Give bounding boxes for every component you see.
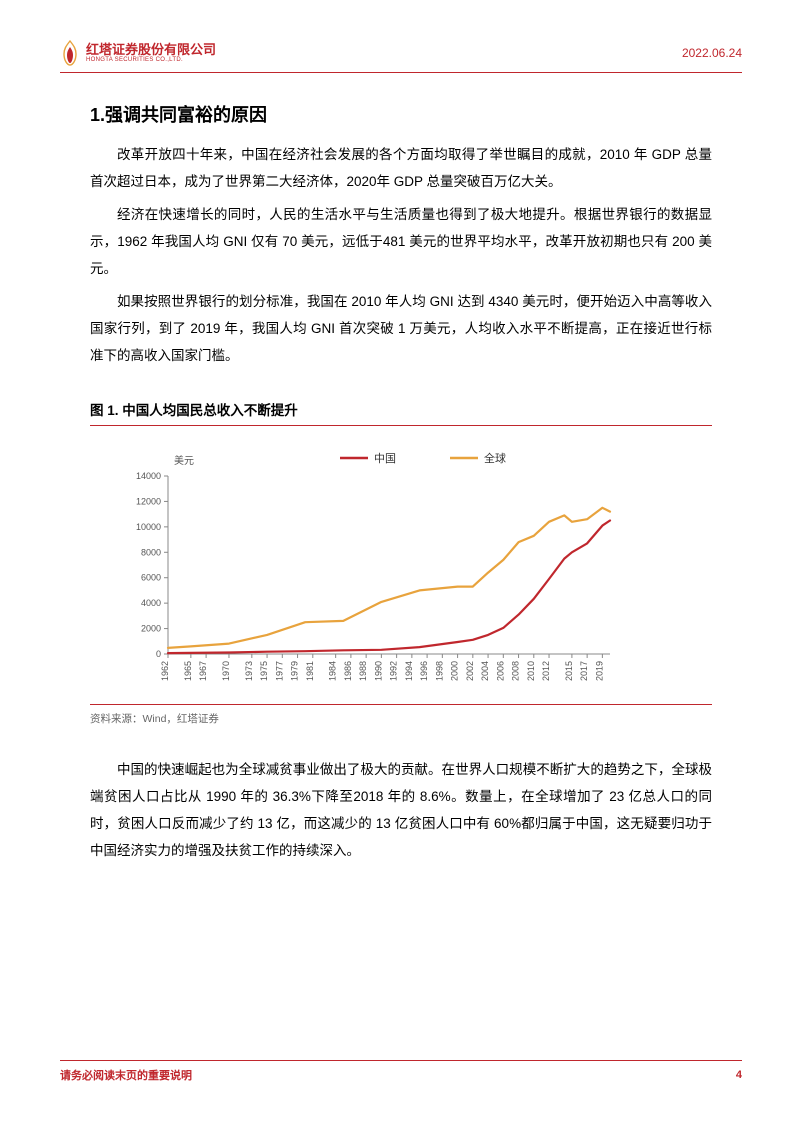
page-header: 红塔证券股份有限公司 HONGTA SECURITIES CO.,LTD. 20… — [60, 40, 742, 73]
svg-text:2004: 2004 — [480, 661, 490, 681]
svg-text:2002: 2002 — [465, 661, 475, 681]
page: 红塔证券股份有限公司 HONGTA SECURITIES CO.,LTD. 20… — [0, 0, 802, 1133]
svg-text:1998: 1998 — [434, 661, 444, 681]
paragraph-3: 如果按照世界银行的划分标准，我国在 2010 年人均 GNI 达到 4340 美… — [90, 288, 712, 369]
svg-text:1979: 1979 — [290, 661, 300, 681]
section-title: 1.强调共同富裕的原因 — [90, 101, 712, 127]
svg-text:1994: 1994 — [404, 661, 414, 681]
svg-text:1984: 1984 — [328, 661, 338, 681]
svg-text:12000: 12000 — [136, 496, 161, 506]
chart-wrap: 美元 0 2000 4000 6000 8000 10000 12000 14000 1962 19… — [90, 436, 712, 700]
svg-text:1996: 1996 — [419, 661, 429, 681]
svg-text:2010: 2010 — [526, 661, 536, 681]
svg-text:全球: 全球 — [484, 451, 506, 465]
figure-source: 资料来源：Wind，红塔证券 — [90, 704, 712, 726]
content-area: 1.强调共同富裕的原因 改革开放四十年来，中国在经济社会发展的各个方面均取得了举… — [60, 101, 742, 1060]
svg-text:10000: 10000 — [136, 522, 161, 532]
svg-text:1975: 1975 — [259, 661, 269, 681]
svg-text:1986: 1986 — [343, 661, 353, 681]
svg-text:1962: 1962 — [160, 661, 170, 681]
svg-text:2017: 2017 — [579, 661, 589, 681]
logo-text: 红塔证券股份有限公司 HONGTA SECURITIES CO.,LTD. — [86, 43, 216, 63]
svg-text:1973: 1973 — [244, 661, 254, 681]
company-name-cn: 红塔证券股份有限公司 — [86, 43, 216, 57]
svg-text:1970: 1970 — [221, 661, 231, 681]
svg-text:1977: 1977 — [274, 661, 284, 681]
svg-text:2015: 2015 — [564, 661, 574, 681]
svg-text:1981: 1981 — [305, 661, 315, 681]
page-number: 4 — [736, 1069, 742, 1081]
svg-text:2008: 2008 — [511, 661, 521, 681]
svg-text:4000: 4000 — [141, 598, 161, 608]
flame-icon — [60, 40, 80, 66]
svg-text:0: 0 — [156, 649, 161, 659]
svg-text:1988: 1988 — [358, 661, 368, 681]
svg-text:中国: 中国 — [374, 452, 396, 465]
svg-text:8000: 8000 — [141, 547, 161, 557]
svg-text:1965: 1965 — [183, 661, 193, 681]
svg-text:2012: 2012 — [541, 661, 551, 681]
svg-text:6000: 6000 — [141, 573, 161, 583]
figure-1: 图 1. 中国人均国民总收入不断提升 美元 0 2000 4000 6000 8000 10… — [90, 399, 712, 726]
figure-title: 图 1. 中国人均国民总收入不断提升 — [90, 399, 712, 426]
svg-text:2006: 2006 — [495, 661, 505, 681]
report-date: 2022.06.24 — [682, 46, 742, 60]
svg-text:1967: 1967 — [198, 661, 208, 681]
svg-text:2019: 2019 — [594, 661, 604, 681]
paragraph-4: 中国的快速崛起也为全球减贫事业做出了极大的贡献。在世界人口规模不断扩大的趋势之下… — [90, 756, 712, 864]
paragraph-1: 改革开放四十年来，中国在经济社会发展的各个方面均取得了举世瞩目的成就，2010 … — [90, 141, 712, 195]
company-name-en: HONGTA SECURITIES CO.,LTD. — [86, 57, 216, 63]
line-chart: 美元 0 2000 4000 6000 8000 10000 12000 14000 1962 19… — [120, 446, 620, 696]
svg-text:1992: 1992 — [389, 661, 399, 681]
footer-note: 请务必阅读末页的重要说明 — [60, 1067, 192, 1083]
paragraph-2: 经济在快速增长的同时，人民的生活水平与生活质量也得到了极大地提升。根据世界银行的… — [90, 201, 712, 282]
page-footer: 请务必阅读末页的重要说明 4 — [60, 1060, 742, 1083]
svg-text:14000: 14000 — [136, 471, 161, 481]
logo-block: 红塔证券股份有限公司 HONGTA SECURITIES CO.,LTD. — [60, 40, 216, 66]
svg-text:2000: 2000 — [450, 661, 460, 681]
svg-text:1990: 1990 — [373, 661, 383, 681]
svg-text:美元: 美元 — [174, 454, 194, 467]
svg-text:2000: 2000 — [141, 624, 161, 634]
